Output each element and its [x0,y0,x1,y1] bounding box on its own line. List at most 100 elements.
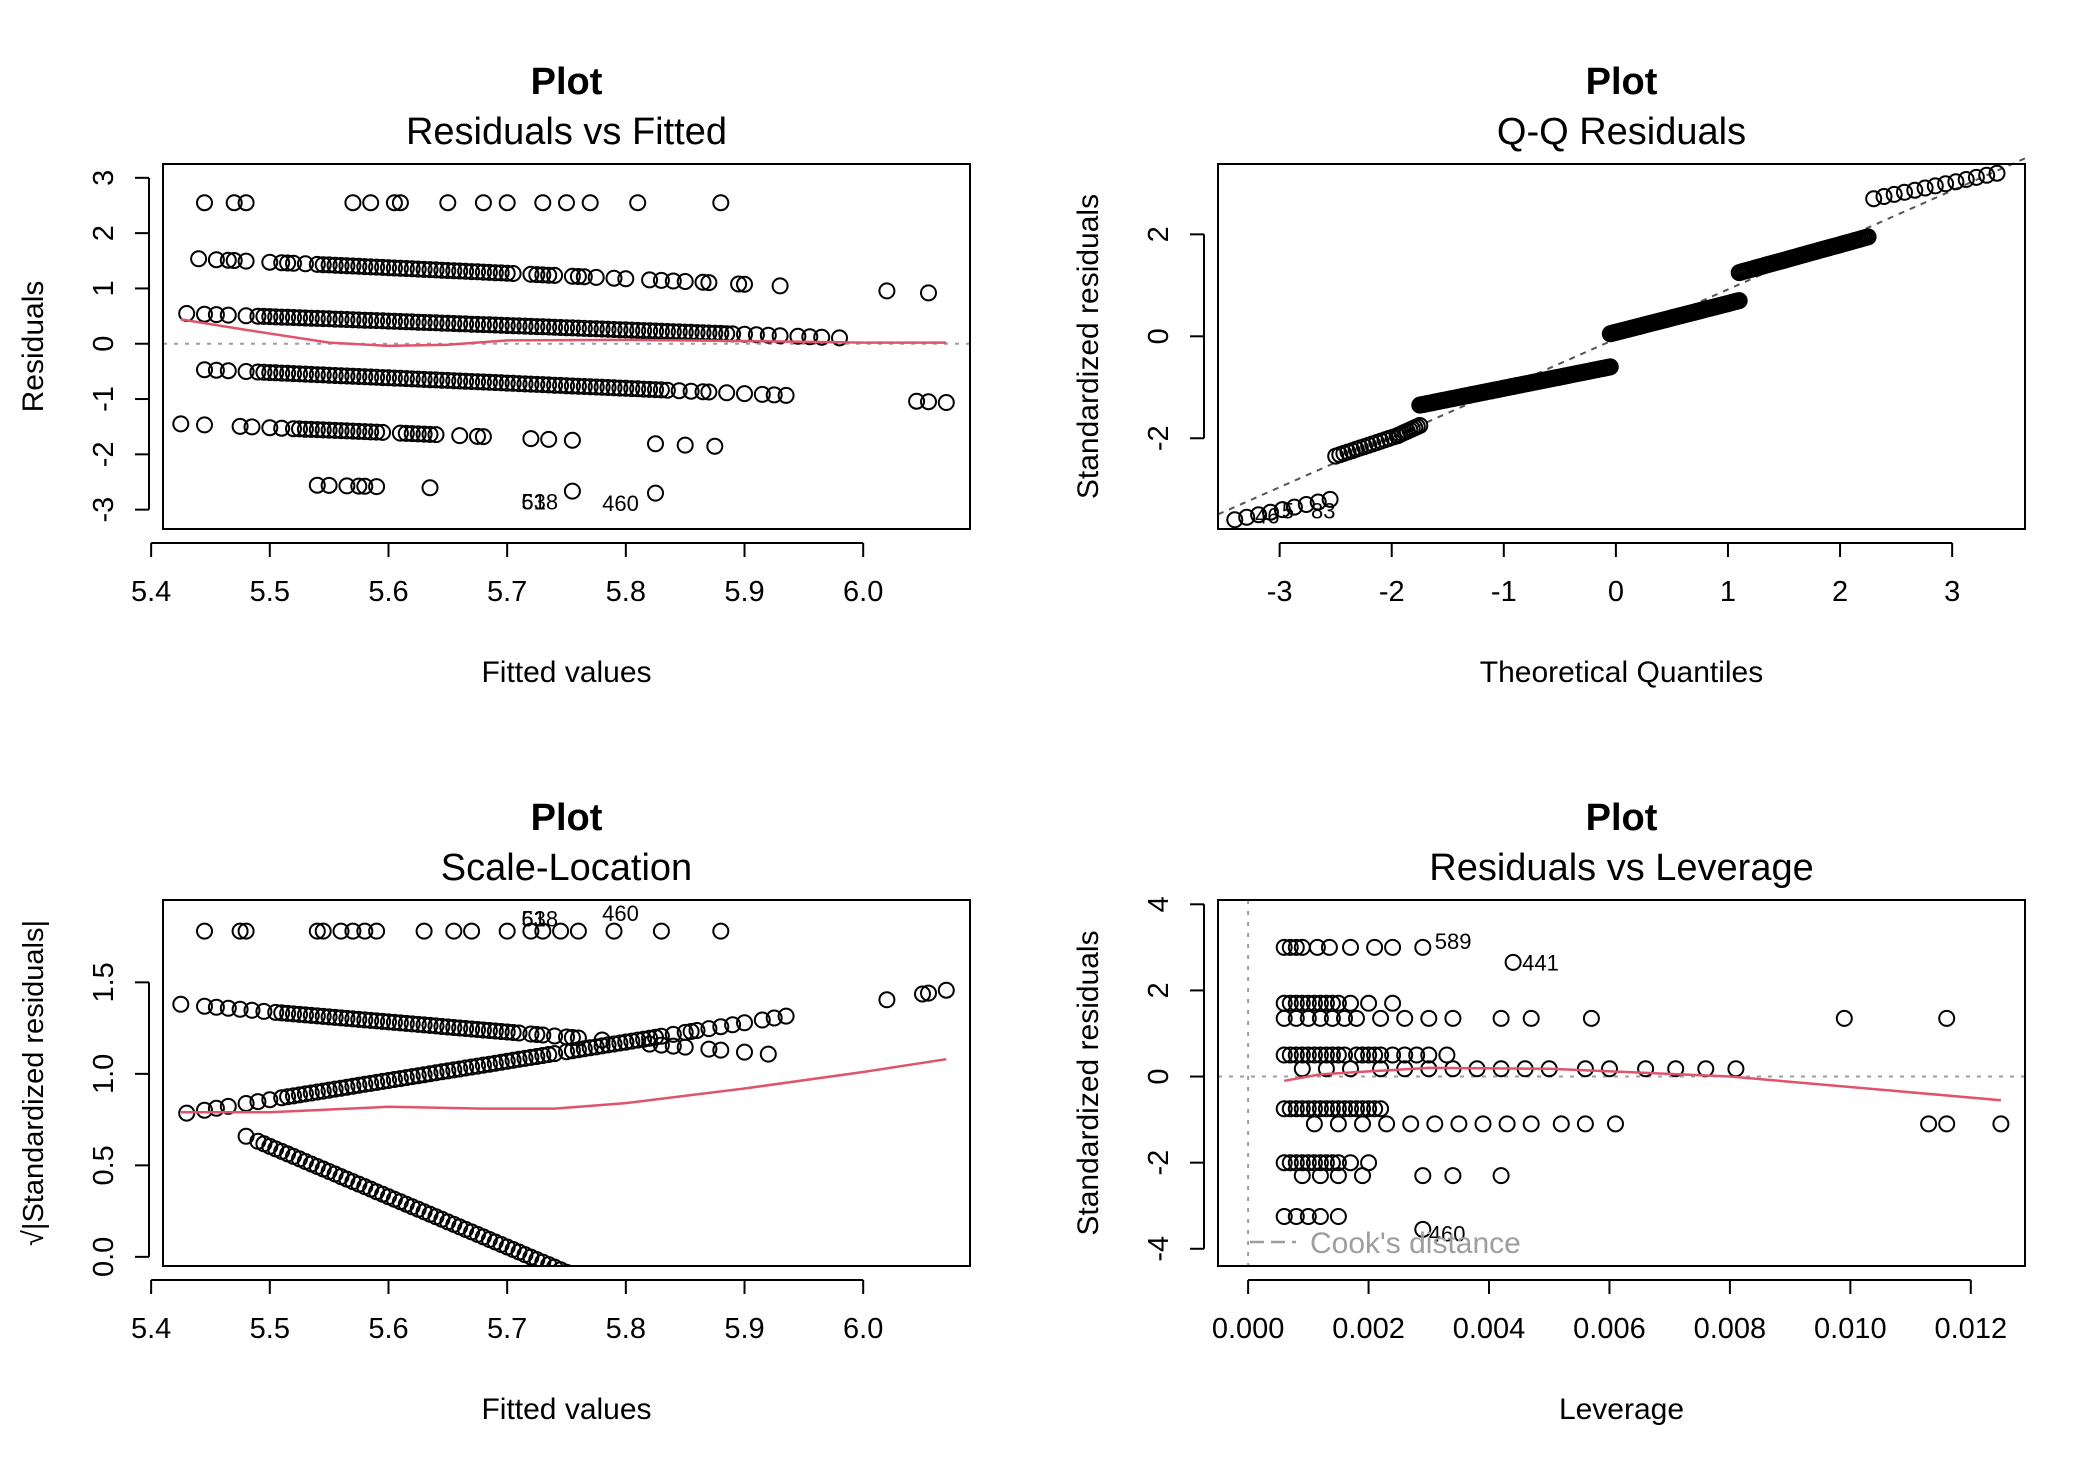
data-point [190,250,208,268]
data-point [421,1065,439,1083]
data-point [558,1043,575,1061]
data-point [385,312,403,330]
data-point [1366,1100,1384,1118]
data-point [569,319,587,337]
data-point [368,478,386,496]
data-point [492,1053,510,1071]
data-point [433,261,451,279]
data-point [641,271,659,289]
data-point [326,367,344,384]
x-tick-label: 0.008 [1694,1313,1767,1345]
data-point [1299,1208,1317,1225]
data-point [528,266,546,284]
data-point [641,322,659,340]
data-point [1309,493,1327,511]
y-tick-label: 3 [88,170,120,186]
data-point [421,371,439,389]
data-point [486,316,504,334]
y-tick-label: 0 [88,336,120,352]
data-point [338,311,356,328]
data-point [587,320,605,338]
data-point [308,1007,326,1025]
data-point [1916,179,1934,197]
data-point [285,1005,302,1023]
data-point [581,194,599,212]
data-point [678,1315,693,1330]
data-point [1342,938,1359,956]
data-point [540,266,558,284]
data-point [445,1019,463,1036]
data-point [522,317,540,335]
data-point [1281,1046,1299,1064]
data-point [504,1024,522,1041]
data-point [581,1039,599,1057]
data-point [1342,994,1359,1012]
data-point [451,315,469,333]
data-point [664,1037,682,1055]
residuals-vs-leverage-panel: Plot Residuals vs Leverage Leverage Standar… [1072,797,2026,1426]
data-point [753,1011,771,1029]
data-point [1317,1060,1335,1078]
data-point [516,1049,534,1067]
data-point [1396,1009,1414,1027]
data-point [391,1014,409,1032]
data-point [350,257,368,275]
data-point [391,313,409,330]
data-point [219,362,237,380]
data-point [451,427,469,445]
data-point [1967,168,1985,186]
data-point [374,1072,392,1090]
data-point [291,420,308,438]
point-label: 5 [1282,499,1294,524]
data-point [1275,1100,1293,1118]
data-point [415,260,433,278]
data-point [207,1099,225,1117]
data-point [451,1060,469,1078]
data-point [469,373,486,391]
data-point [1372,1060,1390,1078]
data-point [920,393,937,411]
data-point [1938,1009,1956,1027]
data-point [445,315,463,332]
data-point [635,1030,653,1048]
data-point [302,309,320,327]
data-point [1414,938,1432,956]
data-point [427,1017,445,1035]
x-tick-label: 0.010 [1814,1313,1887,1345]
data-point [623,380,641,398]
data-point [569,377,587,395]
data-point [1992,1115,2010,1133]
data-point [1938,1115,1956,1133]
data-point [225,252,243,269]
data-point [1305,1046,1323,1064]
data-point [706,437,724,455]
data-point [1317,1046,1335,1064]
data-point [397,1069,415,1087]
data-point [362,368,380,386]
data-point [380,369,397,387]
data-point [356,1011,374,1029]
data-point [587,378,605,396]
data-point [279,254,297,272]
data-point [658,381,676,399]
data-point [457,1020,475,1037]
y-tick-label: 1.0 [88,1054,120,1094]
data-point [267,1003,285,1021]
data-point [463,1020,481,1038]
data-point [385,369,403,387]
data-point [302,420,320,438]
data-point [1293,994,1311,1012]
x-tick-label: 5.7 [487,1313,527,1345]
data-point [356,423,374,441]
data-point [237,922,255,940]
x-tick-label: -2 [1379,576,1405,608]
data-point [647,484,664,502]
data-point [320,310,338,328]
data-point [445,262,463,280]
data-point [380,1013,397,1031]
data-point [1926,177,1944,195]
data-point [558,377,575,395]
x-tick-label: 5.9 [724,576,764,608]
data-point [1293,1060,1311,1078]
data-point [522,265,540,283]
